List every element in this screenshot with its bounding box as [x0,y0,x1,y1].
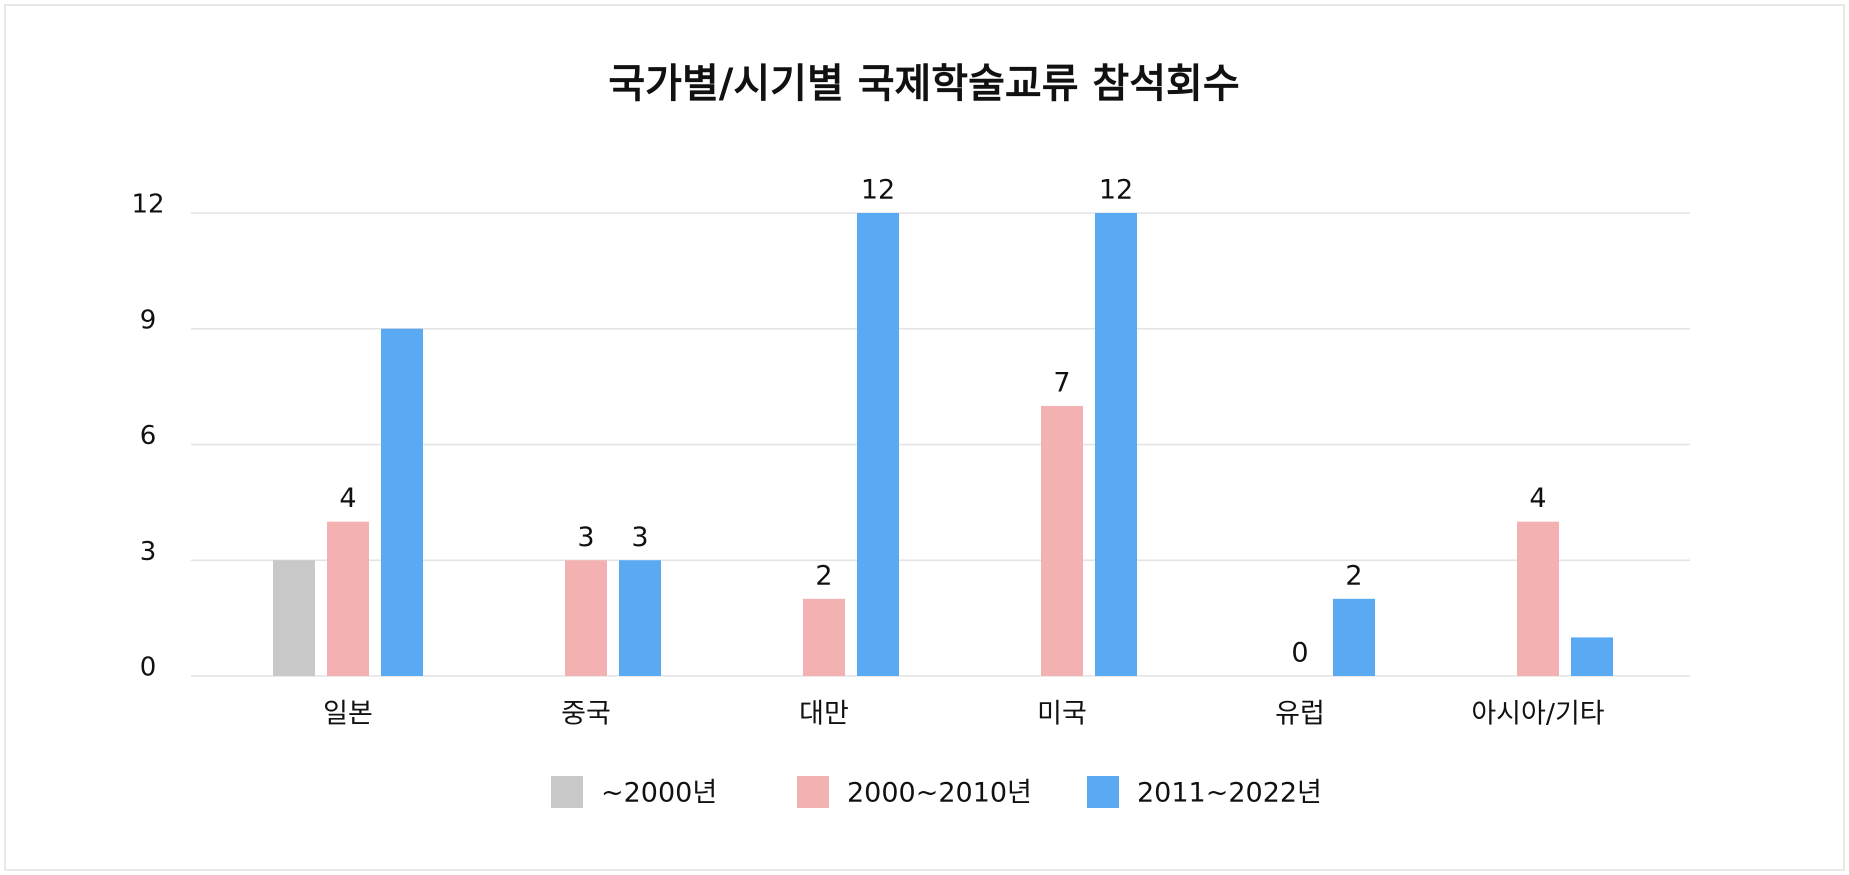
x-tick-label: 유럽 [1275,699,1325,730]
legend-label: 2011~2022년 [1137,778,1322,809]
data-label: 2 [1345,560,1362,591]
data-label: 12 [1099,175,1133,206]
bar [803,598,845,676]
legend-swatch [1087,776,1119,808]
data-label: 12 [861,175,895,206]
y-tick-label: 6 [140,421,157,451]
bar [327,521,369,676]
chart-frame [4,4,1845,871]
data-label: 7 [1053,367,1070,398]
legend-label: ~2000년 [601,778,717,809]
x-tick-label: 아시아/기타 [1471,699,1604,730]
bar [1517,521,1559,676]
data-label: 3 [577,522,594,553]
legend-swatch [551,776,583,808]
bar [619,560,661,676]
y-tick-label: 3 [140,537,157,567]
data-label: 3 [631,522,648,553]
y-tick-label: 0 [140,653,157,683]
x-tick-label: 대만 [799,699,849,730]
legend-swatch [797,776,829,808]
chart-title: 국가별/시기별 국제학술교류 참석회수 [608,61,1239,107]
y-tick-label: 9 [140,305,157,335]
bar [1095,213,1137,676]
data-label: 4 [339,483,356,514]
bar [273,560,315,676]
x-tick-label: 일본 [323,699,373,730]
legend-label: 2000~2010년 [847,778,1032,809]
x-tick-label: 중국 [561,699,611,730]
bar [1041,405,1083,676]
data-label: 2 [815,560,832,591]
bar [857,213,899,676]
bar [1571,637,1613,676]
bar [565,560,607,676]
data-label: 0 [1291,638,1308,669]
data-label: 4 [1529,483,1546,514]
x-tick-label: 미국 [1037,699,1087,730]
y-tick-label: 12 [131,190,164,220]
bar [1333,598,1375,676]
bar [381,328,423,676]
